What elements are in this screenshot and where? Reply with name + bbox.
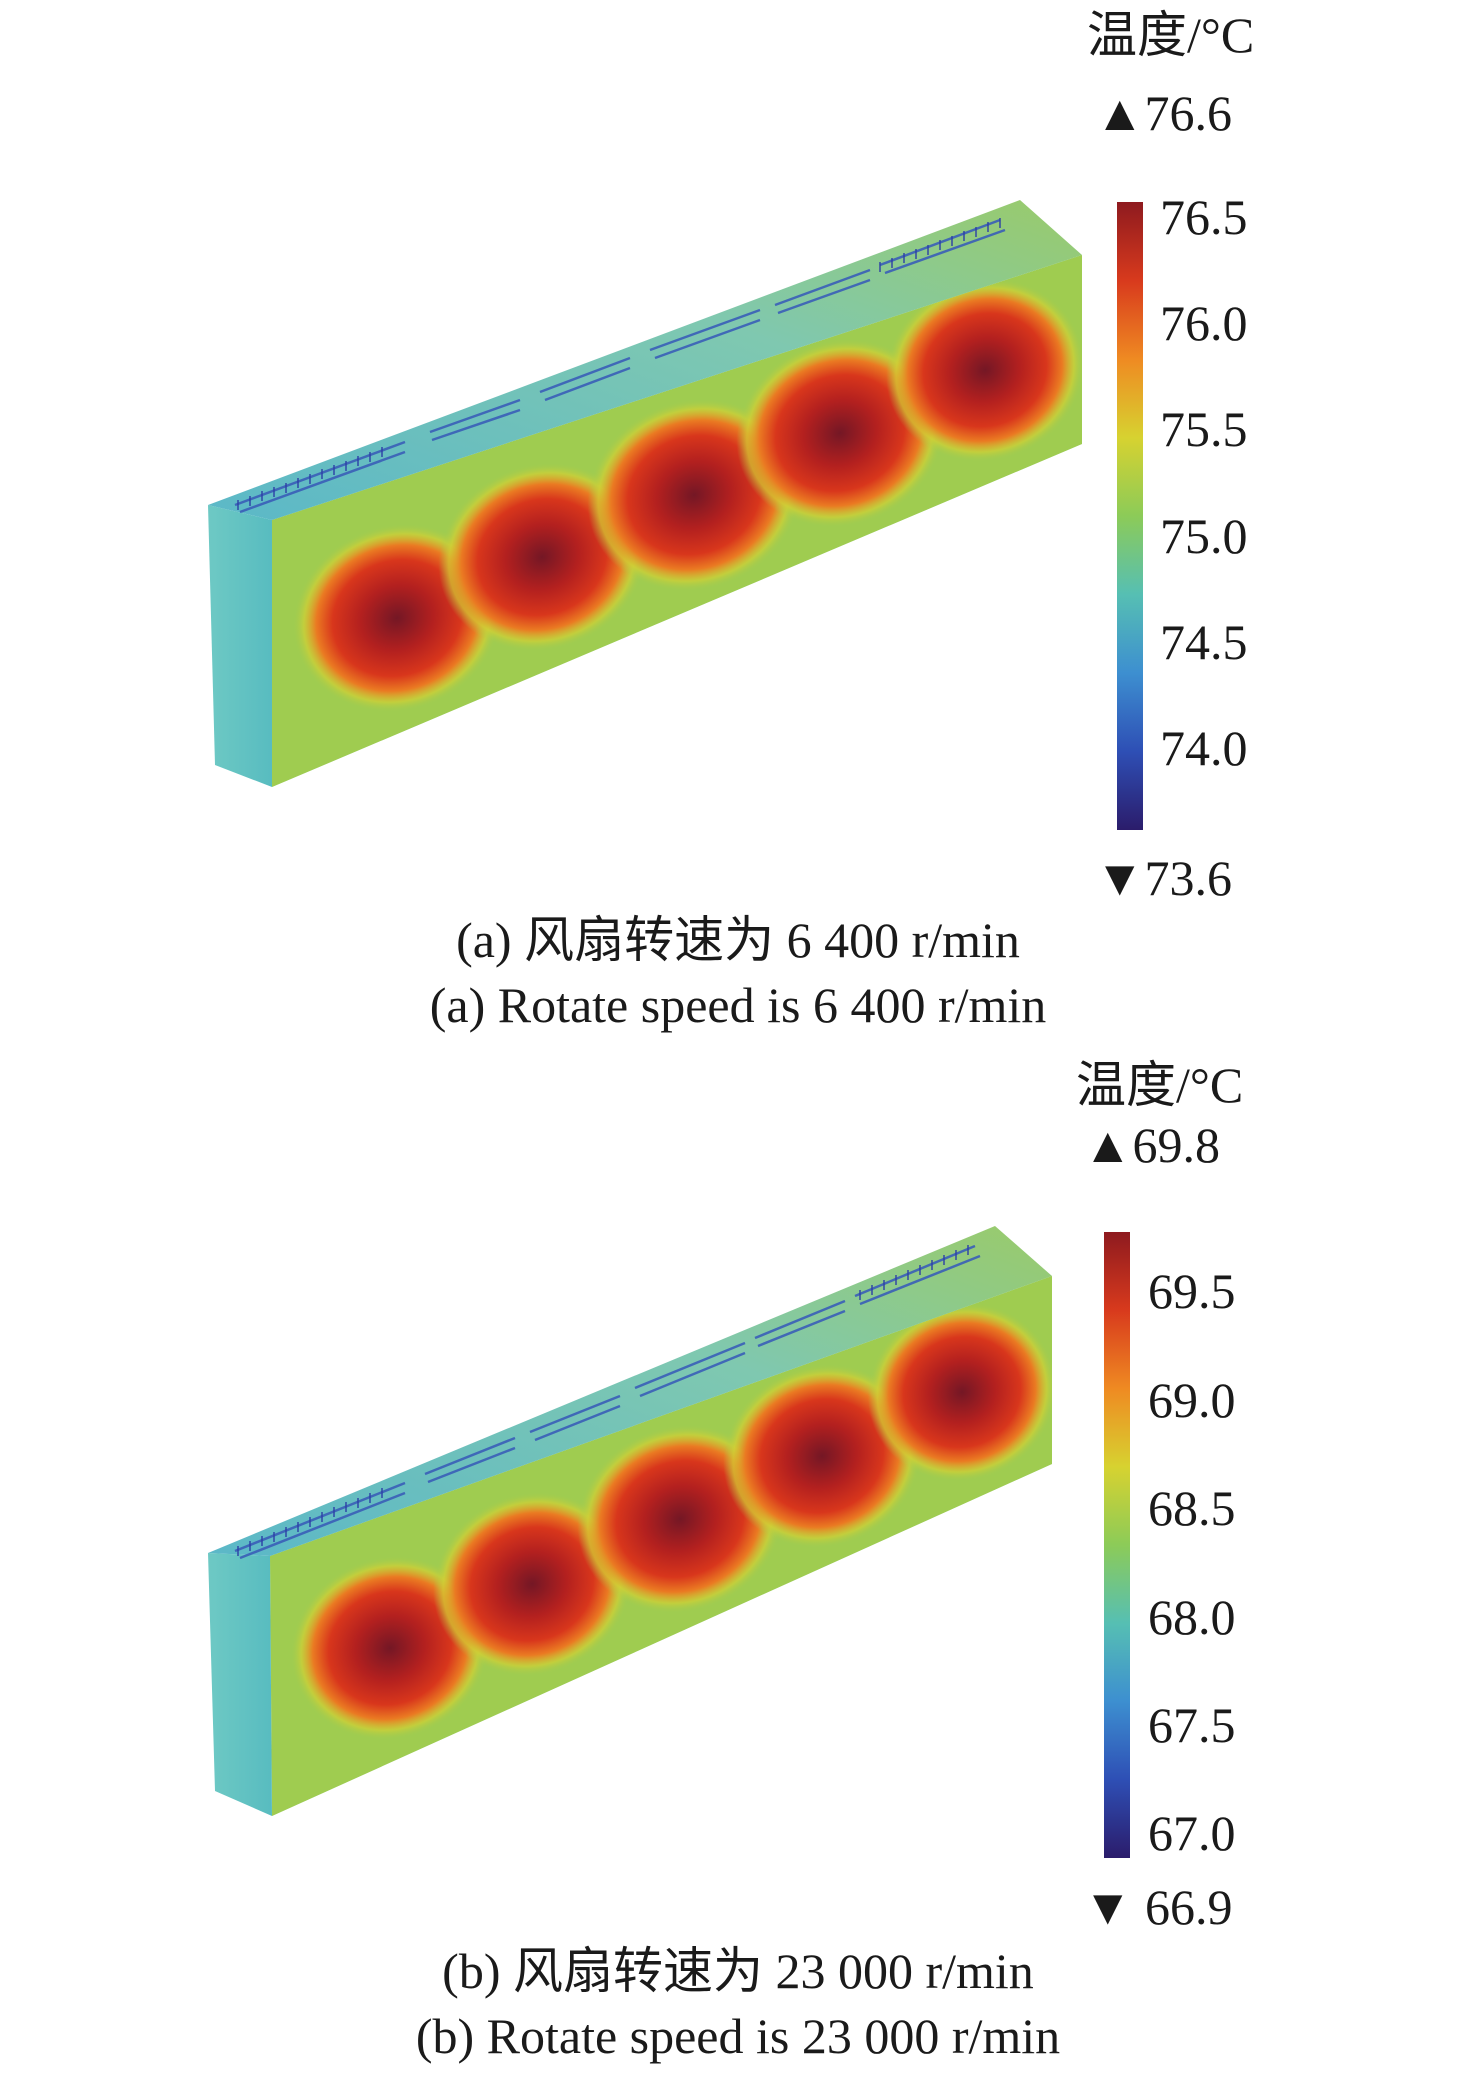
caption-cn-a: (a) 风扇转速为 6 400 r/min bbox=[456, 912, 1020, 968]
colorbar-tick-b: 68.0 bbox=[1148, 1589, 1236, 1645]
heatsink-model-a bbox=[208, 200, 1143, 830]
max-marker-b: ▲69.8 bbox=[1083, 1117, 1220, 1173]
colorbar-tick-b: 68.5 bbox=[1148, 1480, 1236, 1536]
fin-rows-b bbox=[234, 1244, 981, 1560]
colorbar-tick-a: 75.0 bbox=[1160, 508, 1248, 564]
heatsink-top-face-a bbox=[208, 200, 1082, 520]
heatsink-side-face-b bbox=[208, 1553, 272, 1816]
unit-label-a: 温度/°C bbox=[1087, 7, 1255, 63]
colorbar-tick-b: 67.0 bbox=[1148, 1805, 1236, 1861]
hotspot-5-b bbox=[867, 1303, 1052, 1481]
unit-label-b: 温度/°C bbox=[1076, 1057, 1244, 1113]
caption-en-b: (b) Rotate speed is 23 000 r/min bbox=[415, 2008, 1061, 2064]
colorbar-tick-b: 69.5 bbox=[1148, 1263, 1236, 1319]
max-marker-a: ▲76.6 bbox=[1095, 85, 1232, 141]
caption-cn-b: (b) 风扇转速为 23 000 r/min bbox=[442, 1943, 1034, 1999]
colorbar-tick-a: 75.5 bbox=[1160, 401, 1248, 457]
min-marker-b: ▼ 66.9 bbox=[1083, 1879, 1233, 1935]
colorbar-tick-b: 69.0 bbox=[1148, 1372, 1236, 1428]
hotspot-5-a bbox=[886, 278, 1082, 462]
colorbar-tick-a: 76.0 bbox=[1160, 295, 1248, 351]
colorbar-tick-a: 76.5 bbox=[1160, 189, 1248, 245]
colorbar-b bbox=[1104, 1232, 1130, 1858]
min-marker-a: ▼73.6 bbox=[1095, 850, 1232, 906]
colorbar-tick-a: 74.5 bbox=[1160, 614, 1248, 670]
colorbar-tick-a: 74.0 bbox=[1160, 720, 1248, 776]
figure-panel-a: 温度/°C ▲76.6 ▼73.6 76.5 76.0 75.5 75.0 74… bbox=[0, 0, 1476, 1036]
heatsink-side-face-a bbox=[208, 505, 272, 787]
heatsink-top-face-b bbox=[208, 1226, 1052, 1556]
caption-en-a: (a) Rotate speed is 6 400 r/min bbox=[429, 977, 1047, 1033]
colorbar-tick-b: 67.5 bbox=[1148, 1697, 1236, 1753]
figure-panel-b: 温度/°C ▲69.8 ▼ 66.9 69.5 69.0 68.5 68.0 6… bbox=[0, 1036, 1476, 2072]
colorbar-a bbox=[1117, 202, 1143, 830]
heatsink-model-b bbox=[208, 1226, 1130, 1858]
